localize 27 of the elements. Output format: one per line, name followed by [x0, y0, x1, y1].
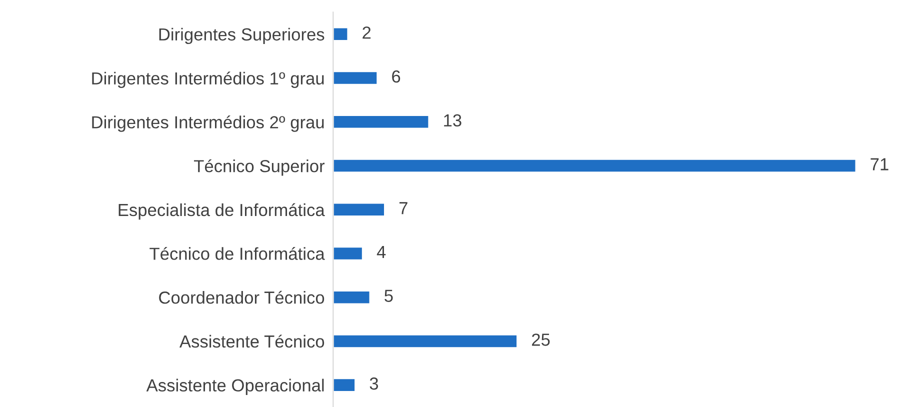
y-tick-label: Dirigentes Intermédios 1º grau [92, 72, 324, 88]
y-tick-label: Técnico Superior [194, 159, 325, 176]
data-label: 71 [870, 158, 888, 170]
bar [333, 378, 356, 392]
data-label: 2 [362, 26, 371, 39]
bar [333, 114, 430, 130]
bar [333, 334, 518, 348]
y-tick-label: Técnico de Informática [150, 246, 325, 260]
data-label: 3 [370, 377, 378, 390]
data-label: 13 [444, 114, 462, 127]
bar [333, 70, 378, 86]
bar [333, 202, 386, 217]
y-tick-label: Dirigentes Intermédios 2º grau [92, 115, 324, 132]
bar [333, 290, 371, 305]
y-tick-label: Assistente Operacional [146, 378, 324, 395]
bar [333, 26, 349, 42]
bar [333, 246, 364, 261]
y-tick-label: Coordenador Técnico [159, 290, 324, 304]
data-label: 25 [532, 334, 550, 346]
y-tick-label: Dirigentes Superiores [159, 28, 324, 44]
y-tick-label: Assistente Técnico [179, 334, 324, 348]
data-label: 7 [399, 202, 408, 214]
y-tick-label: Especialista de Informática [118, 203, 325, 220]
data-label: 5 [384, 290, 393, 302]
data-label: 4 [376, 246, 386, 258]
bar [333, 158, 857, 174]
data-label: 6 [392, 70, 400, 83]
